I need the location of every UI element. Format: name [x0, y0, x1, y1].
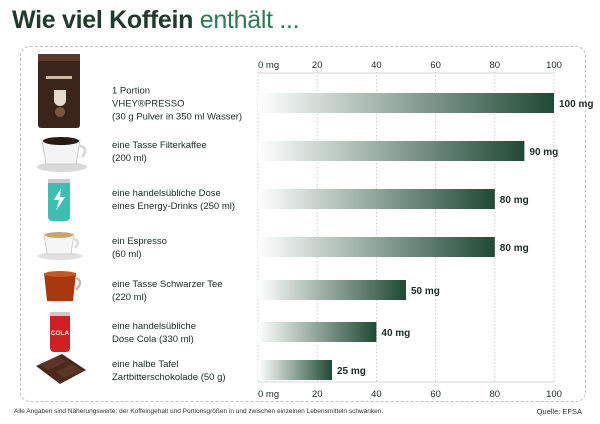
x-tick-label-bottom: 60	[430, 389, 441, 400]
category-label-line: VHEY®PRESSO	[112, 99, 184, 110]
category-label-line: (220 ml)	[112, 292, 147, 303]
bar	[258, 141, 525, 161]
x-tick-label-bottom: 0 mg	[258, 389, 279, 400]
x-tick-label-top: 80	[490, 60, 501, 71]
x-tick-label-top: 60	[430, 60, 441, 71]
title-bold: Wie viel Koffein	[12, 6, 194, 34]
category-label-line: Dose Cola (330 ml)	[112, 334, 194, 345]
cola-can-text: COLA	[51, 330, 70, 337]
vheypresso-pack-icon	[38, 54, 80, 128]
x-tick-label-top: 40	[371, 60, 382, 71]
x-tick-label-top: 20	[312, 60, 323, 71]
title-light: enthält ...	[199, 6, 300, 34]
chart-panel	[20, 46, 586, 402]
coffee-cup-icon	[37, 137, 87, 172]
bar-value-label: 50 mg	[411, 286, 440, 297]
category-label-line: eine halbe Tafel	[112, 359, 178, 370]
category-label-line: Zartbitterschokolade (50 g)	[112, 372, 226, 383]
category-label-line: eine handelsübliche Dose	[112, 188, 221, 199]
bar	[258, 322, 377, 342]
x-tick-label-top: 0 mg	[258, 60, 279, 71]
bar-value-label: 40 mg	[381, 328, 410, 339]
category-label-line: (60 ml)	[112, 249, 142, 260]
category-label-line: ein Espresso	[112, 236, 167, 247]
cola-can-icon: COLA	[50, 312, 70, 352]
tea-glass-icon	[44, 271, 82, 301]
x-tick-label-top: 100	[546, 60, 562, 71]
x-tick-label-bottom: 20	[312, 389, 323, 400]
category-label-line: (30 g Pulver in 350 ml Wasser)	[112, 112, 242, 123]
category-label-line: (200 ml)	[112, 153, 147, 164]
bar	[258, 93, 554, 113]
category-label-line: eine handelsübliche	[112, 321, 196, 332]
bar-value-label: 25 mg	[337, 366, 366, 377]
category-label-line: eines Energy-Drinks (250 ml)	[112, 201, 235, 212]
page-title: Wie viel Koffein enthält ...	[12, 6, 300, 35]
bar	[258, 237, 495, 257]
bar	[258, 189, 495, 209]
category-label-line: eine Tasse Filterkaffee	[112, 140, 207, 151]
bar-value-label: 80 mg	[500, 243, 529, 254]
energy-drink-can-icon	[48, 179, 70, 221]
bar	[258, 360, 332, 380]
bar-value-label: 80 mg	[500, 195, 529, 206]
bar-value-label: 100 mg	[559, 99, 593, 110]
category-label-line: eine Tasse Schwarzer Tee	[112, 279, 223, 290]
category-label-line: 1 Portion	[112, 86, 150, 97]
bar-value-label: 90 mg	[529, 147, 558, 158]
espresso-cup-icon	[38, 232, 82, 260]
footnote: Alle Angaben sind Näherungswerte; der Ko…	[14, 408, 384, 415]
bar	[258, 280, 406, 300]
chocolate-bar-icon	[36, 354, 86, 384]
x-tick-label-bottom: 100	[546, 389, 562, 400]
x-tick-label-bottom: 80	[490, 389, 501, 400]
x-tick-label-bottom: 40	[371, 389, 382, 400]
source-credit: Quelle: EFSA	[536, 407, 582, 416]
